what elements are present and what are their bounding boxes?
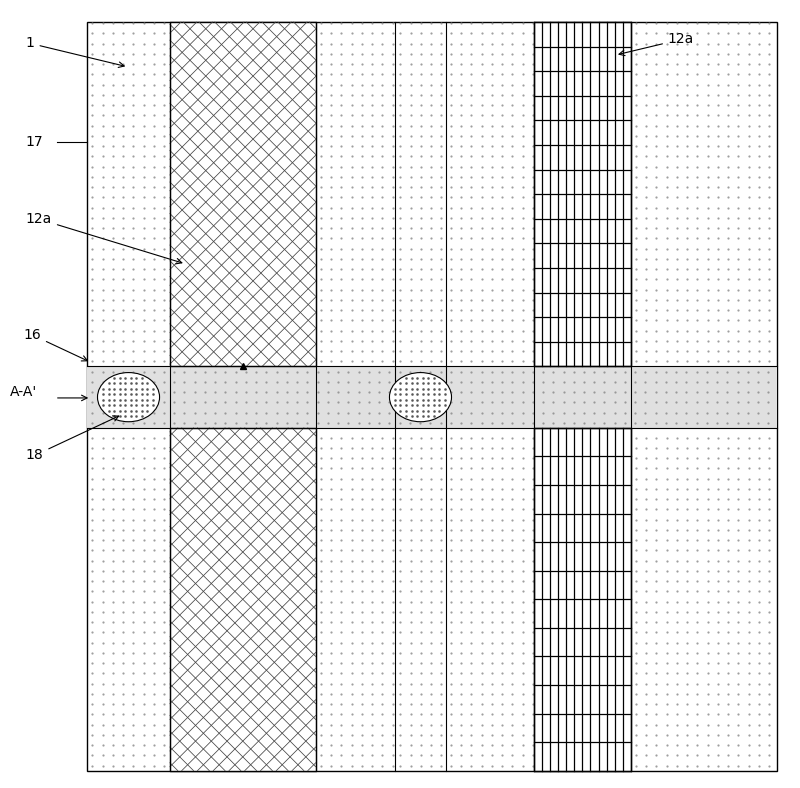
Bar xyxy=(534,22,631,366)
Text: 12a: 12a xyxy=(26,212,182,264)
Bar xyxy=(87,366,777,428)
Ellipse shape xyxy=(98,373,159,422)
Bar xyxy=(170,428,316,771)
Text: 12a: 12a xyxy=(619,32,694,56)
Text: 16: 16 xyxy=(23,328,87,361)
Ellipse shape xyxy=(390,373,451,422)
Text: 1: 1 xyxy=(26,36,124,68)
Bar xyxy=(87,22,777,771)
Text: 18: 18 xyxy=(26,416,118,463)
Text: A-A': A-A' xyxy=(10,385,37,400)
Bar xyxy=(170,22,316,366)
Bar xyxy=(534,428,631,771)
Text: 17: 17 xyxy=(26,135,43,149)
